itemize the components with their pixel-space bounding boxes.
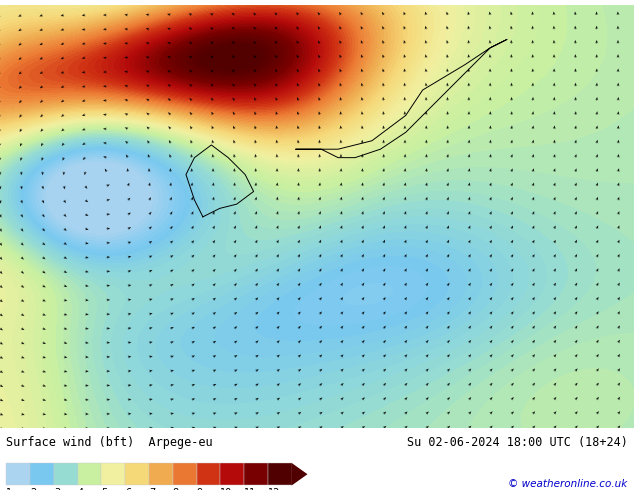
Bar [101, 463, 126, 486]
Bar [54, 463, 77, 486]
Text: 7: 7 [149, 488, 155, 490]
Bar [197, 463, 220, 486]
Text: Surface wind (bft)  Arpege-eu: Surface wind (bft) Arpege-eu [6, 437, 213, 449]
Bar [77, 463, 101, 486]
Text: 9: 9 [197, 488, 203, 490]
Bar [221, 463, 244, 486]
Text: Su 02-06-2024 18:00 UTC (18+24): Su 02-06-2024 18:00 UTC (18+24) [407, 437, 628, 449]
Text: 12: 12 [268, 488, 280, 490]
Text: 5: 5 [101, 488, 108, 490]
Text: 8: 8 [172, 488, 179, 490]
Bar [30, 463, 54, 486]
Bar [244, 463, 268, 486]
Bar [126, 463, 149, 486]
Text: 10: 10 [221, 488, 233, 490]
Text: 3: 3 [54, 488, 60, 490]
Polygon shape [292, 463, 307, 486]
Bar [172, 463, 197, 486]
Bar [149, 463, 172, 486]
Text: 2: 2 [30, 488, 36, 490]
Text: 1: 1 [6, 488, 13, 490]
Bar [268, 463, 292, 486]
Text: 6: 6 [126, 488, 131, 490]
Text: 11: 11 [244, 488, 256, 490]
Text: © weatheronline.co.uk: © weatheronline.co.uk [508, 479, 628, 489]
Text: 4: 4 [77, 488, 84, 490]
Bar [6, 463, 30, 486]
